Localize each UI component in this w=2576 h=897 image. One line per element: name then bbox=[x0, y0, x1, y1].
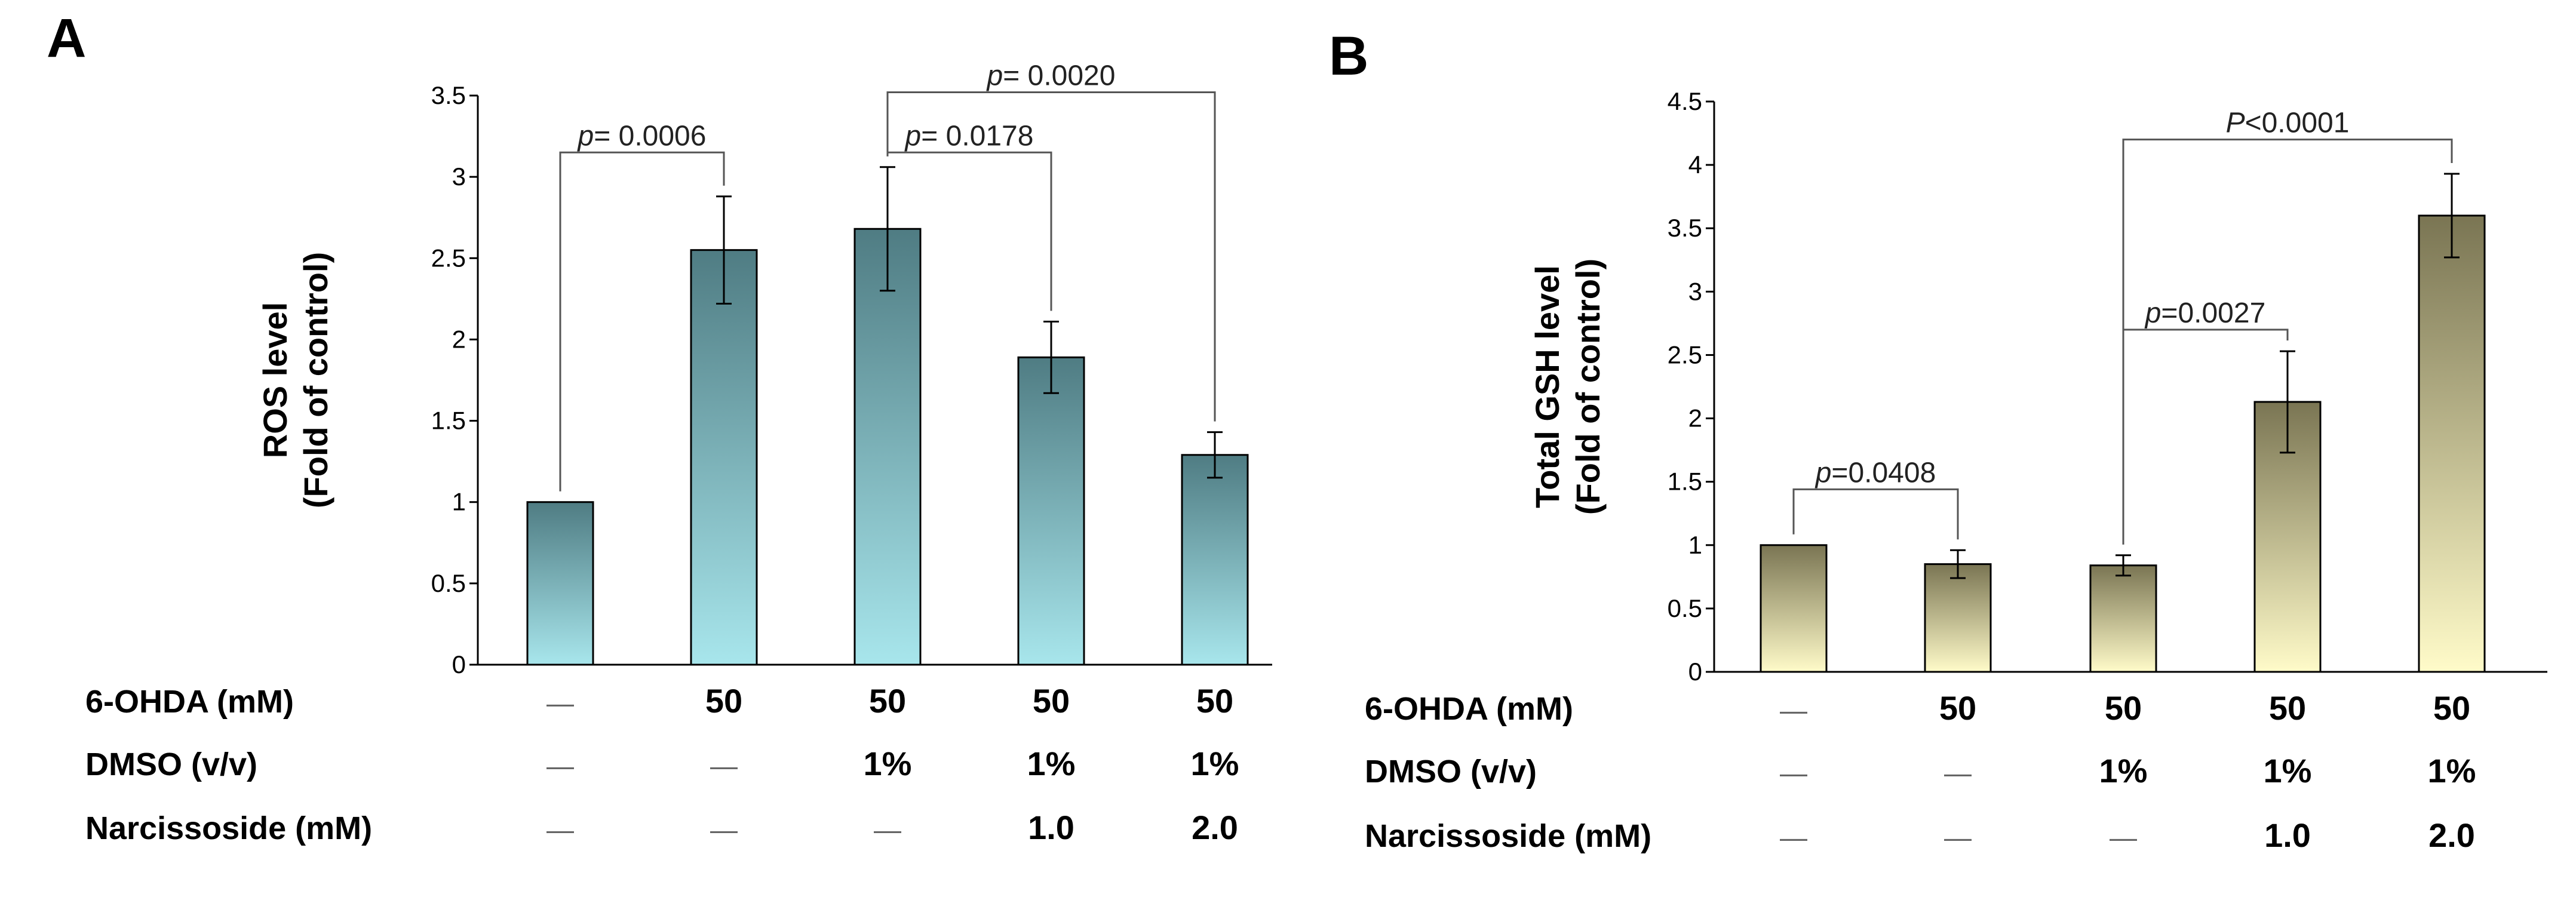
chart-a-p-value-label-1: p= 0.0006 bbox=[577, 120, 707, 152]
chart-a-row-label-2: DMSO (v/v) bbox=[85, 747, 257, 782]
chart-b-y-label: Total GSH level (Fold of control) bbox=[1528, 259, 1607, 515]
chart-a-row-2-cell-4: 1% bbox=[1027, 745, 1076, 782]
chart-a-row-label-1: 6-OHDA (mM) bbox=[85, 684, 294, 720]
chart-b-row-2-cell-1: — bbox=[1780, 757, 1807, 788]
chart-b-p-value-label-2: p=0.0027 bbox=[2144, 297, 2266, 329]
chart-a-y-tick-label: 1 bbox=[452, 488, 466, 516]
chart-a-bar-4 bbox=[1017, 356, 1085, 666]
chart-b-p-value-label-3: P<0.0001 bbox=[2226, 107, 2350, 139]
chart-a-row-1-cell-5: 50 bbox=[1196, 682, 1233, 720]
chart-b-row-3-cell-2: — bbox=[1944, 822, 1972, 853]
chart-b-y-tick-label: 3 bbox=[1688, 277, 1702, 305]
chart-b-significance-bracket-1 bbox=[1792, 488, 1959, 540]
chart-b-y-tick-label: 2.5 bbox=[1668, 340, 1702, 368]
chart-b-y-tick-label: 2 bbox=[1688, 404, 1702, 432]
chart-b-bar-2 bbox=[1924, 563, 1992, 673]
chart-b-row-2-cell-3: 1% bbox=[2099, 752, 2148, 790]
chart-b-row-3-cell-3: — bbox=[2110, 822, 2137, 853]
chart-b-row-label-3: Narcissoside (mM) bbox=[1365, 818, 1651, 854]
chart-b-y-tick-label: 0.5 bbox=[1668, 594, 1702, 622]
chart-b-row-1-cell-2: 50 bbox=[1939, 689, 1976, 727]
chart-b-row-1-cell-3: 50 bbox=[2105, 689, 2142, 727]
chart-b-row-label-2: DMSO (v/v) bbox=[1365, 754, 1537, 790]
chart-a-y-tick-label: 1.5 bbox=[431, 407, 466, 435]
chart-a-row-3-cell-5: 2.0 bbox=[1192, 809, 1238, 846]
chart-b-row-1-cell-4: 50 bbox=[2269, 689, 2306, 727]
chart-a-row-3-cell-3: — bbox=[874, 814, 901, 845]
chart-b-y-tick-label: 3.5 bbox=[1668, 214, 1702, 242]
chart-b: 0 0.5 1 1.5 2 2.5 3 3.5 4 4.5 Total GSH level (Fold… bbox=[1365, 87, 2547, 854]
chart-b-bar-3 bbox=[2089, 564, 2157, 673]
chart-a-y-tick-label: 0 bbox=[452, 650, 466, 678]
chart-a-y-tick-label: 3 bbox=[452, 162, 466, 191]
chart-b-y-tick-label: 4.5 bbox=[1668, 87, 1702, 115]
chart-b-row-2-cell-2: — bbox=[1944, 757, 1972, 788]
chart-b-bar-5 bbox=[2418, 214, 2486, 673]
chart-a-y-label: ROS level (Fold of control) bbox=[256, 252, 334, 508]
chart-a-y-label-line2: (Fold of control) bbox=[297, 252, 334, 508]
chart-b-bar-1 bbox=[1760, 544, 1828, 673]
chart-a-row-2-cell-3: 1% bbox=[864, 745, 912, 782]
chart-b-y-tick-label: 1 bbox=[1688, 531, 1702, 559]
chart-a-row-2-cell-1: — bbox=[546, 750, 574, 781]
chart-a-row-label-3: Narcissoside (mM) bbox=[85, 810, 372, 846]
chart-a-y-tick-label: 3.5 bbox=[431, 81, 466, 109]
chart-a-row-3-cell-4: 1.0 bbox=[1028, 809, 1074, 846]
chart-a-y-tick-label: 2 bbox=[452, 325, 466, 353]
chart-a-row-1-cell-3: 50 bbox=[869, 682, 906, 720]
chart-b-row-3-cell-1: — bbox=[1780, 822, 1807, 853]
chart-b-y-label-line2: (Fold of control) bbox=[1569, 259, 1607, 515]
chart-a-row-3-cell-1: — bbox=[546, 814, 574, 845]
chart-b-row-2-cell-4: 1% bbox=[2264, 752, 2312, 790]
chart-b-y-tick-label: 1.5 bbox=[1668, 468, 1702, 496]
chart-b-y-tick-label: 0 bbox=[1688, 658, 1702, 686]
chart-a-y-label-line1: ROS level bbox=[256, 302, 294, 458]
chart-a-row-3-cell-2: — bbox=[710, 814, 738, 845]
chart-a-row-2-cell-2: — bbox=[710, 750, 738, 781]
chart-a: 0 0.5 1 1.5 2 2.5 3 3.5 ROS level (Fold of contro… bbox=[85, 60, 1272, 846]
chart-a-row-1-cell-4: 50 bbox=[1033, 682, 1070, 720]
chart-a-y-tick-label: 0.5 bbox=[431, 569, 466, 597]
chart-b-p-value-label-1: p=0.0408 bbox=[1814, 457, 1936, 489]
panel-letter-a: A bbox=[47, 8, 86, 69]
chart-a-significance-bracket-3 bbox=[886, 91, 1216, 422]
chart-a-significance-bracket-1 bbox=[559, 151, 725, 491]
chart-b-y-label-line1: Total GSH level bbox=[1528, 265, 1566, 508]
chart-a-bar-3 bbox=[853, 228, 922, 666]
chart-a-row-2-cell-5: 1% bbox=[1191, 745, 1239, 782]
chart-a-row-1-cell-2: 50 bbox=[705, 682, 742, 720]
chart-a-row-1-cell-1: — bbox=[546, 687, 574, 718]
chart-b-row-label-1: 6-OHDA (mM) bbox=[1365, 691, 1573, 727]
chart-a-p-value-label-2: p= 0.0178 bbox=[904, 120, 1034, 152]
chart-a-bar-2 bbox=[690, 249, 758, 666]
chart-a-p-value-label-3: p= 0.0020 bbox=[986, 60, 1116, 92]
chart-a-bar-1 bbox=[526, 501, 594, 666]
panel-letter-b: B bbox=[1329, 26, 1368, 87]
chart-b-row-3-cell-4: 1.0 bbox=[2264, 816, 2311, 854]
chart-a-y-tick-label: 2.5 bbox=[431, 244, 466, 272]
chart-b-y-tick-label: 4 bbox=[1688, 150, 1702, 179]
chart-b-row-1-cell-1: — bbox=[1780, 695, 1807, 726]
chart-a-bar-5 bbox=[1181, 454, 1249, 666]
chart-b-significance-bracket-3 bbox=[2122, 139, 2453, 545]
chart-b-row-2-cell-5: 1% bbox=[2428, 752, 2476, 790]
chart-b-row-1-cell-5: 50 bbox=[2433, 689, 2470, 727]
chart-b-row-3-cell-5: 2.0 bbox=[2428, 816, 2475, 854]
